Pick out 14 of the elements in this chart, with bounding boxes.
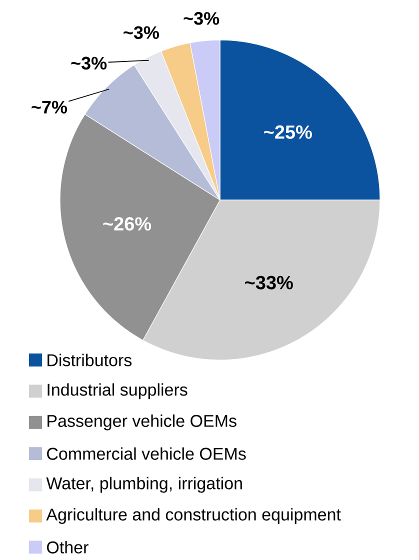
legend-label: Distributors xyxy=(48,354,132,366)
legend-label: Passenger vehicle OEMs xyxy=(48,414,236,430)
data-label: ~26% xyxy=(103,217,152,231)
data-label: ~3% xyxy=(124,26,159,39)
data-label: ~33% xyxy=(245,276,293,290)
legend-label: Commercial vehicle OEMs xyxy=(47,447,246,460)
data-label: ~3% xyxy=(71,56,107,70)
legend-label: Other xyxy=(47,540,88,554)
data-label: ~7% xyxy=(32,100,68,114)
legend-label: Water, plumbing, irrigation xyxy=(46,476,242,493)
legend-label: Industrial suppliers xyxy=(48,383,188,400)
legend-label: Agriculture and construction equipment xyxy=(46,508,341,524)
data-label: ~3% xyxy=(184,12,220,25)
data-label: ~25% xyxy=(264,125,312,139)
